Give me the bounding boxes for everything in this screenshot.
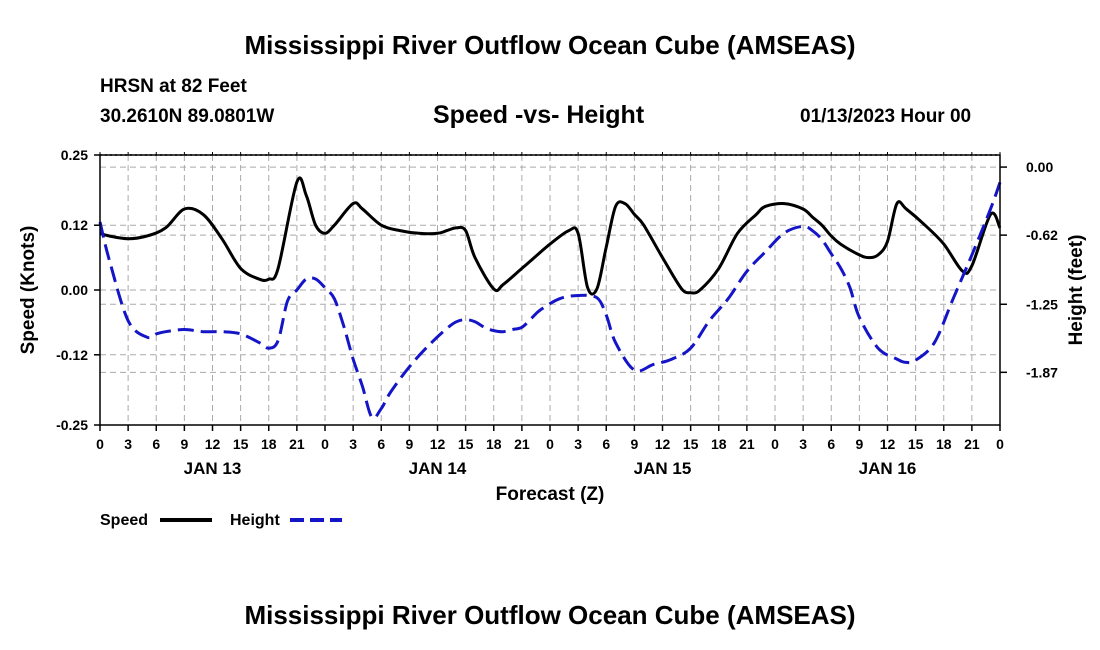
x-tick-label: 6 [377, 436, 385, 452]
chart-title: Mississippi River Outflow Ocean Cube (AM… [244, 30, 856, 60]
x-axis-label: Forecast (Z) [496, 484, 605, 505]
y-tick-label: 0.00 [61, 282, 88, 298]
x-tick-label: 0 [96, 436, 104, 452]
x-tick-label: 6 [602, 436, 610, 452]
axes: 0 3 6 9 12 15 18 21 0 3 6 9 12 15 18 21 0 3 6 9 12 15 18 21 0 3 6 9… [56, 147, 1058, 478]
y2-axis-label: Height (feet) [1066, 235, 1087, 346]
y-tick-label: -0.25 [56, 417, 88, 433]
x-tick-label: 12 [880, 436, 896, 452]
x-tick-label: 18 [261, 436, 277, 452]
x-tick-label: 18 [711, 436, 727, 452]
legend: Speed Height [100, 512, 342, 529]
y-tick-label: 0.12 [61, 217, 88, 233]
x-tick-label: 15 [233, 436, 249, 452]
series-lines [98, 176, 1002, 420]
day-label: JAN 16 [859, 459, 917, 478]
day-label: JAN 14 [409, 459, 467, 478]
y2-tick-label: -1.87 [1026, 364, 1058, 380]
x-tick-label: 9 [630, 436, 638, 452]
height-series-line [98, 181, 1002, 420]
x-tick-label: 3 [124, 436, 132, 452]
x-tick-label: 0 [546, 436, 554, 452]
y-tick-label: 0.25 [61, 147, 88, 163]
x-tick-label: 15 [458, 436, 474, 452]
x-tick-label: 21 [289, 436, 305, 452]
x-tick-label: 9 [405, 436, 413, 452]
x-tick-label: 21 [964, 436, 980, 452]
x-tick-label: 12 [205, 436, 221, 452]
y-tick-label: -0.12 [56, 347, 88, 363]
x-tick-label: 9 [180, 436, 188, 452]
chart-subtitle: Speed -vs- Height [433, 101, 645, 129]
y2-tick-label: -0.62 [1026, 227, 1058, 243]
y2-tick-label: -1.25 [1026, 296, 1058, 312]
x-tick-label: 3 [574, 436, 582, 452]
legend-speed-label: Speed [100, 512, 148, 529]
x-tick-label: 3 [349, 436, 357, 452]
y2-tick-label: 0.00 [1026, 159, 1053, 175]
x-tick-label: 6 [152, 436, 160, 452]
speed-series-line [99, 176, 1002, 296]
day-label: JAN 13 [184, 459, 242, 478]
x-tick-label: 18 [936, 436, 952, 452]
coordinates-label: 30.2610N 89.0801W [100, 106, 275, 127]
x-tick-label: 0 [321, 436, 329, 452]
x-tick-label: 0 [771, 436, 779, 452]
legend-height-label: Height [230, 512, 280, 529]
y-axis-label: Speed (Knots) [18, 226, 39, 355]
x-tick-label: 21 [514, 436, 530, 452]
grid [100, 154, 1000, 425]
x-tick-label: 6 [827, 436, 835, 452]
x-tick-label: 0 [996, 436, 1004, 452]
x-tick-label: 12 [655, 436, 671, 452]
x-tick-label: 9 [855, 436, 863, 452]
forecast-date: 01/13/2023 Hour 00 [800, 106, 972, 127]
x-tick-label: 12 [430, 436, 446, 452]
x-tick-label: 15 [683, 436, 699, 452]
day-label: JAN 15 [634, 459, 692, 478]
station-label: HRSN at 82 Feet [100, 76, 247, 97]
chart-title-repeat: Mississippi River Outflow Ocean Cube (AM… [244, 600, 856, 630]
x-tick-label: 21 [739, 436, 755, 452]
x-tick-label: 15 [908, 436, 924, 452]
x-tick-label: 18 [486, 436, 502, 452]
x-tick-label: 3 [799, 436, 807, 452]
